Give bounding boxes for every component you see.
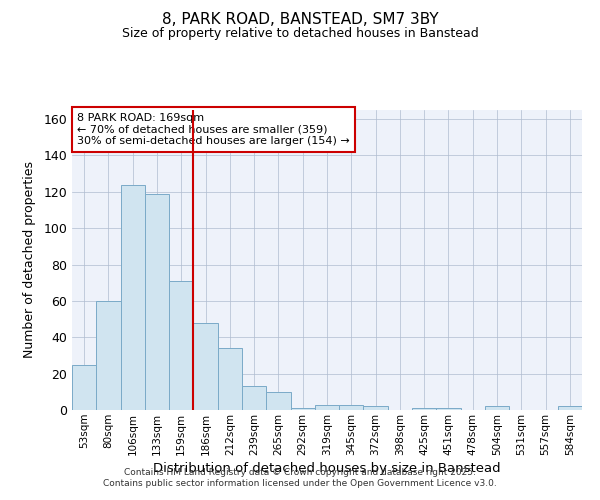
Bar [436,408,461,410]
Text: 8 PARK ROAD: 169sqm
← 70% of detached houses are smaller (359)
30% of semi-detac: 8 PARK ROAD: 169sqm ← 70% of detached ho… [77,113,350,146]
Bar [266,392,290,410]
X-axis label: Distribution of detached houses by size in Banstead: Distribution of detached houses by size … [153,462,501,475]
Bar [339,404,364,410]
Text: Contains HM Land Registry data © Crown copyright and database right 2025.
Contai: Contains HM Land Registry data © Crown c… [103,468,497,487]
Bar [193,322,218,410]
Bar [364,406,388,410]
Bar [72,364,96,410]
Bar [218,348,242,410]
Bar [145,194,169,410]
Bar [169,281,193,410]
Bar [121,184,145,410]
Bar [558,406,582,410]
Text: Size of property relative to detached houses in Banstead: Size of property relative to detached ho… [122,28,478,40]
Bar [290,408,315,410]
Bar [485,406,509,410]
Bar [242,386,266,410]
Bar [412,408,436,410]
Text: 8, PARK ROAD, BANSTEAD, SM7 3BY: 8, PARK ROAD, BANSTEAD, SM7 3BY [161,12,439,28]
Bar [96,301,121,410]
Bar [315,404,339,410]
Y-axis label: Number of detached properties: Number of detached properties [23,162,37,358]
